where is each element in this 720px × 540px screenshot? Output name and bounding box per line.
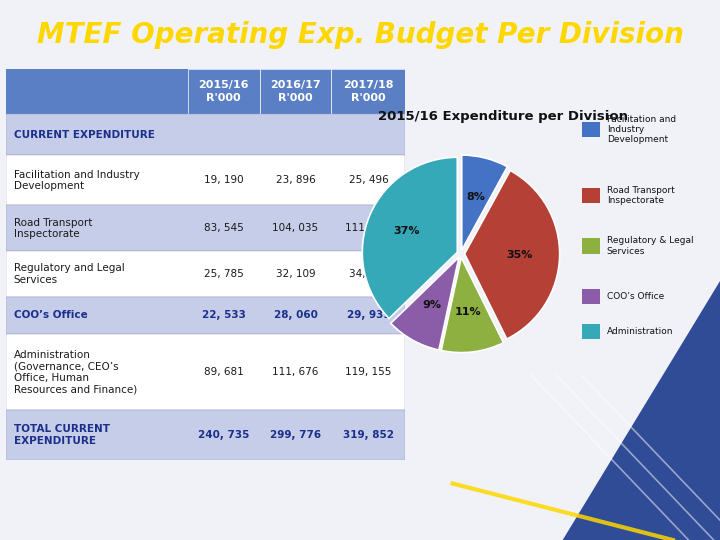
Text: 23, 896: 23, 896 <box>276 176 315 185</box>
Bar <box>188 69 259 114</box>
Text: Regulatory & Legal
Services: Regulatory & Legal Services <box>607 237 693 255</box>
Bar <box>582 122 600 137</box>
Bar <box>6 114 405 156</box>
Text: 22, 533: 22, 533 <box>202 310 246 320</box>
Text: 9%: 9% <box>423 300 441 310</box>
Bar <box>6 297 405 334</box>
Wedge shape <box>462 155 508 250</box>
Wedge shape <box>391 257 459 350</box>
Text: 32, 109: 32, 109 <box>276 269 315 279</box>
Text: 2017/18
R'000: 2017/18 R'000 <box>343 80 394 103</box>
Text: 104, 035: 104, 035 <box>272 224 318 233</box>
Bar <box>6 334 405 410</box>
Polygon shape <box>500 281 720 540</box>
Text: Regulatory and Legal
Services: Regulatory and Legal Services <box>14 263 125 285</box>
Text: Administration
(Governance, CEO’s
Office, Human
Resources and Finance): Administration (Governance, CEO’s Office… <box>14 349 137 394</box>
Text: 2015/16
R'000: 2015/16 R'000 <box>198 80 249 103</box>
Bar <box>6 251 405 297</box>
Bar <box>582 188 600 203</box>
Text: MTEF Operating Exp. Budget Per Division: MTEF Operating Exp. Budget Per Division <box>37 21 683 49</box>
Bar <box>6 206 405 251</box>
Text: 8%: 8% <box>466 192 485 202</box>
Text: 299, 776: 299, 776 <box>270 430 321 440</box>
Text: Facilitation and
Industry
Development: Facilitation and Industry Development <box>607 114 676 144</box>
Text: 29, 939: 29, 939 <box>346 310 390 320</box>
Text: 19, 190: 19, 190 <box>204 176 243 185</box>
Wedge shape <box>441 258 503 353</box>
Text: 34, 260: 34, 260 <box>348 269 388 279</box>
Text: TOTAL CURRENT
EXPENDITURE: TOTAL CURRENT EXPENDITURE <box>14 424 109 446</box>
Text: 111, 676: 111, 676 <box>272 367 319 377</box>
Text: Facilitation and Industry
Development: Facilitation and Industry Development <box>14 170 140 191</box>
Text: COO’s Office: COO’s Office <box>14 310 88 320</box>
Bar <box>331 69 405 114</box>
Text: 28, 060: 28, 060 <box>274 310 318 320</box>
Text: 35%: 35% <box>507 250 533 260</box>
Text: Road Transport
Inspectorate: Road Transport Inspectorate <box>14 218 92 239</box>
Text: 83, 545: 83, 545 <box>204 224 243 233</box>
Text: 89, 681: 89, 681 <box>204 367 243 377</box>
Text: 111, 002: 111, 002 <box>346 224 392 233</box>
Text: 11%: 11% <box>455 307 482 318</box>
Bar <box>582 289 600 304</box>
Text: 25, 496: 25, 496 <box>348 176 388 185</box>
Text: Road Transport
Inspectorate: Road Transport Inspectorate <box>607 186 675 205</box>
Text: 2016/17
R'000: 2016/17 R'000 <box>270 80 321 103</box>
Text: 240, 735: 240, 735 <box>198 430 249 440</box>
Bar <box>582 238 600 254</box>
Text: 37%: 37% <box>393 226 420 236</box>
Bar <box>6 156 405 206</box>
Bar <box>6 69 405 114</box>
Text: 119, 155: 119, 155 <box>345 367 392 377</box>
Bar <box>259 69 331 114</box>
Bar <box>582 324 600 339</box>
Text: Administration: Administration <box>607 327 673 336</box>
Wedge shape <box>362 157 457 319</box>
Text: 25, 785: 25, 785 <box>204 269 243 279</box>
Text: CURRENT EXPENDITURE: CURRENT EXPENDITURE <box>14 130 155 140</box>
Text: 2015/16 Expenditure per Division: 2015/16 Expenditure per Division <box>378 110 628 123</box>
Text: COO’s Office: COO’s Office <box>607 292 664 301</box>
Wedge shape <box>464 171 559 339</box>
Text: 319, 852: 319, 852 <box>343 430 394 440</box>
Bar <box>6 410 405 460</box>
